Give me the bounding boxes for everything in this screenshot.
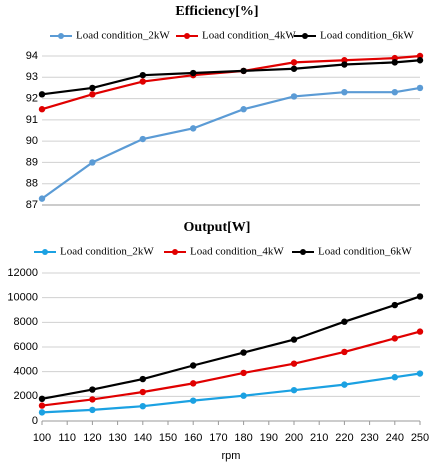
x-tick-label: 160: [184, 432, 202, 444]
data-point: [240, 392, 247, 399]
y-tick-label: 4000: [14, 366, 38, 378]
legend-marker: [184, 33, 190, 39]
x-tick-label: 140: [134, 432, 152, 444]
data-point: [290, 336, 298, 343]
data-point: [240, 369, 247, 377]
legend-marker: [300, 249, 306, 255]
y-tick-label: 0: [32, 415, 38, 427]
x-tick-label: 130: [108, 432, 126, 444]
data-point: [190, 397, 197, 404]
x-tick-label: 180: [234, 432, 252, 444]
legend-marker: [172, 249, 178, 255]
data-point: [89, 84, 96, 92]
data-point: [190, 125, 197, 132]
legend-marker: [42, 249, 48, 255]
data-point: [341, 348, 348, 356]
data-point: [341, 381, 348, 388]
data-point: [341, 318, 348, 325]
data-point: [139, 78, 146, 85]
y-tick-label: 92: [26, 92, 38, 104]
data-point: [139, 375, 146, 383]
y-tick-label: 12000: [7, 267, 38, 279]
data-point: [139, 403, 146, 410]
y-tick-label: 93: [26, 71, 38, 83]
data-point: [38, 402, 46, 409]
legend-marker: [58, 33, 64, 39]
data-point: [290, 360, 298, 367]
x-tick-label: 170: [209, 432, 227, 444]
y-tick-label: 10000: [7, 292, 38, 304]
data-point: [341, 88, 348, 96]
data-point: [89, 396, 96, 403]
data-point: [290, 65, 298, 72]
data-point: [38, 409, 46, 416]
y-tick-label: 6000: [14, 341, 38, 353]
data-point: [391, 335, 398, 342]
data-point: [190, 362, 197, 369]
data-point: [391, 301, 398, 309]
data-point: [391, 88, 398, 96]
data-point: [38, 106, 46, 113]
legend-label: Load condition_4kW: [190, 246, 284, 258]
chart-title: Efficiency[%]: [175, 4, 258, 19]
data-point: [89, 159, 96, 166]
x-tick-label: 210: [310, 432, 328, 444]
data-point: [89, 386, 96, 393]
data-point: [240, 67, 247, 75]
data-point: [341, 61, 348, 68]
data-point: [89, 406, 96, 414]
legend-label: Load condition_2kW: [60, 246, 154, 258]
data-point: [416, 328, 424, 335]
legend-label: Load condition_4kW: [202, 30, 296, 42]
legend-label: Load condition_6kW: [318, 246, 412, 258]
data-point: [89, 91, 96, 98]
x-tick-label: 190: [260, 432, 278, 444]
x-tick-label: 200: [285, 432, 303, 444]
legend-marker: [302, 33, 308, 39]
series-line: [41, 86, 421, 200]
legend-label: Load condition_2kW: [76, 30, 170, 42]
y-tick-label: 2000: [14, 390, 38, 402]
data-point: [391, 374, 398, 381]
data-point: [290, 59, 298, 66]
data-point: [416, 57, 424, 64]
y-tick-label: 90: [26, 135, 38, 147]
x-tick-label: 150: [159, 432, 177, 444]
y-tick-label: 88: [26, 178, 38, 190]
x-tick-label: 120: [83, 432, 101, 444]
x-tick-label: 100: [33, 432, 51, 444]
x-tick-label: 220: [335, 432, 353, 444]
data-point: [190, 380, 197, 387]
data-point: [290, 386, 298, 394]
data-point: [240, 349, 247, 356]
data-point: [391, 59, 398, 66]
data-point: [139, 71, 146, 79]
y-tick-label: 91: [26, 114, 38, 126]
data-point: [38, 195, 46, 202]
data-point: [38, 395, 46, 402]
x-tick-label: 250: [411, 432, 429, 444]
data-point: [38, 91, 46, 98]
data-point: [139, 388, 146, 396]
data-point: [416, 370, 424, 377]
y-tick-label: 87: [26, 199, 38, 211]
data-point: [190, 69, 197, 77]
data-point: [416, 293, 424, 300]
x-axis-label: rpm: [222, 450, 241, 462]
y-tick-label: 8000: [14, 316, 38, 328]
data-point: [240, 106, 247, 113]
legend-label: Load condition_6kW: [320, 30, 414, 42]
y-tick-label: 89: [26, 156, 38, 168]
chart-title: Output[W]: [184, 220, 251, 235]
y-tick-label: 94: [26, 50, 38, 62]
series-line: [41, 372, 421, 414]
data-point: [290, 93, 298, 100]
x-tick-label: 230: [360, 432, 378, 444]
series-line: [41, 330, 421, 407]
data-point: [139, 135, 146, 143]
x-tick-label: 240: [386, 432, 404, 444]
data-point: [416, 84, 424, 92]
x-tick-label: 110: [58, 432, 76, 444]
